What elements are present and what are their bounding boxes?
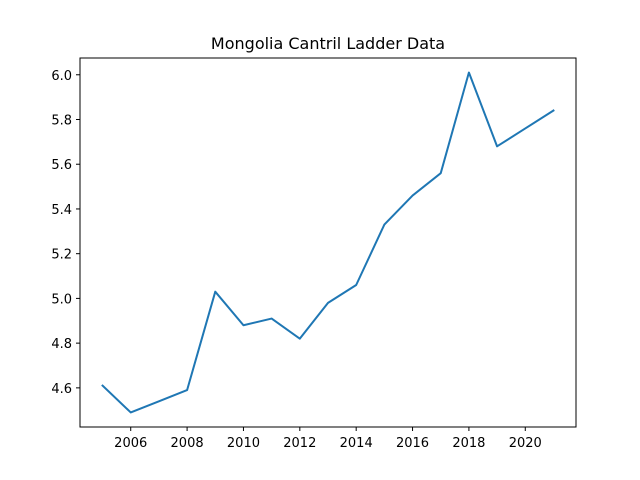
y-tick-label: 5.4 [51,203,72,218]
y-tick-label: 4.8 [51,337,72,352]
y-axis: 4.6 4.8 5.0 5.2 5.4 5.6 5.8 6.0 [51,69,80,397]
series-line [101,71,555,414]
y-tick-label: 5.2 [51,248,72,263]
y-tick-label: 5.6 [51,158,72,173]
y-tick-label: 5.0 [51,292,72,307]
y-tick-label: 5.8 [51,114,72,129]
series-layer [101,71,555,414]
x-tick-label: 2006 [114,436,147,451]
x-tick-label: 2008 [171,436,204,451]
x-tick-label: 2010 [227,436,260,451]
plot-frame [79,57,577,428]
x-tick-label: 2014 [340,436,373,451]
x-axis: 2006 2008 2010 2012 2014 2016 2018 2020 [114,427,542,451]
x-tick-label: 2016 [396,436,429,451]
y-tick-label: 6.0 [51,69,72,84]
y-tick-label: 4.6 [51,382,72,397]
x-tick-label: 2018 [452,436,485,451]
chart-title: Mongolia Cantril Ladder Data [211,34,445,53]
x-tick-label: 2020 [509,436,542,451]
x-tick-label: 2012 [283,436,316,451]
